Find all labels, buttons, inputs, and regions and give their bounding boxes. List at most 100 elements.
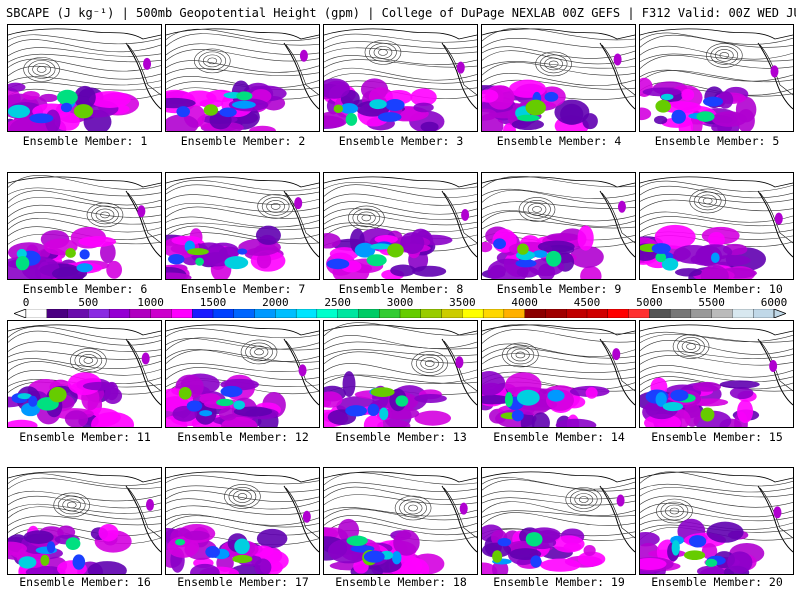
map-plot: [324, 471, 477, 574]
map-plot: [324, 176, 477, 279]
ensemble-member-label: Ensemble Member: 10: [651, 282, 783, 296]
ensemble-member-label: Ensemble Member: 17: [177, 575, 309, 589]
colorbar-swatch: [254, 309, 276, 318]
colorbar-swatch: [649, 309, 671, 318]
colorbar-swatch: [108, 309, 131, 318]
map-plot: [8, 471, 161, 574]
ensemble-member-label: Ensemble Member: 15: [651, 430, 783, 444]
map-plot: [482, 471, 635, 574]
ensemble-member-label: Ensemble Member: 1: [22, 134, 148, 148]
map-plot: [8, 324, 161, 427]
colorbar-tick-label: 4500: [573, 296, 601, 309]
colorbar-tick-label: 5000: [636, 296, 663, 309]
map-plot: [482, 324, 635, 427]
ensemble-member-label: Ensemble Member: 12: [177, 430, 309, 444]
ensemble-member-map: [165, 172, 320, 280]
colorbar-tick-label: 1500: [199, 296, 227, 309]
colorbar-swatch: [566, 309, 588, 318]
colorbar-tick-label: 0: [22, 296, 30, 309]
colorbar-swatch: [628, 309, 650, 318]
ensemble-member-map: [481, 467, 636, 575]
colorbar-swatch: [88, 309, 110, 318]
map-plot: [166, 28, 319, 131]
ensemble-member-map: [639, 467, 794, 575]
ensemble-member-map: [639, 24, 794, 132]
ensemble-member-label: Ensemble Member: 16: [19, 575, 151, 589]
map-plot: [8, 28, 161, 131]
map-plot: [8, 175, 161, 279]
colorbar-swatch: [212, 309, 235, 318]
map-plot: [640, 28, 793, 131]
colorbar-tick-label: 3500: [449, 296, 476, 309]
colorbar-swatch: [233, 309, 256, 318]
ensemble-member-label: Ensemble Member: 4: [496, 134, 622, 148]
colorbar-swatch: [420, 309, 443, 318]
ensemble-member-map: [323, 172, 478, 280]
colorbar-swatch: [171, 309, 193, 318]
page-title: SBCAPE (J kg⁻¹) | 500mb Geopotential Hei…: [6, 6, 796, 20]
map-plot: [482, 176, 635, 279]
colorbar-tick-label: 4000: [511, 296, 538, 309]
colorbar-tick-label: 500: [78, 296, 99, 309]
ensemble-member-map: [7, 467, 162, 575]
colorbar-swatch: [379, 309, 401, 318]
map-plot: [482, 27, 635, 131]
ensemble-member-map: [165, 24, 320, 132]
ensemble-member-label: Ensemble Member: 20: [651, 575, 783, 589]
ensemble-member-label: Ensemble Member: 19: [493, 575, 625, 589]
ensemble-member-map: [323, 24, 478, 132]
colorbar-swatch: [607, 309, 630, 318]
colorbar-tick-label: 2000: [262, 296, 289, 309]
ensemble-member-map: [323, 320, 478, 428]
ensemble-member-label: Ensemble Member: 7: [180, 282, 306, 296]
ensemble-member-label: Ensemble Member: 6: [22, 282, 148, 296]
ensemble-member-map: [165, 320, 320, 428]
map-plot: [324, 322, 477, 427]
colorbar-swatch: [524, 309, 546, 318]
colorbar-swatch: [503, 309, 526, 318]
colorbar-swatch: [25, 309, 48, 318]
colorbar-swatch: [732, 309, 754, 318]
ensemble-member-map: [481, 172, 636, 280]
colorbar-swatch: [316, 309, 339, 318]
ensemble-member-map: [481, 24, 636, 132]
map-plot: [640, 324, 793, 427]
ensemble-member-map: [639, 172, 794, 280]
colorbar-swatch: [753, 309, 775, 318]
ensemble-member-label: Ensemble Member: 8: [338, 282, 464, 296]
colorbar-tick-label: 2500: [324, 296, 351, 309]
ensemble-member-label: Ensemble Member: 5: [654, 134, 780, 148]
map-plot: [640, 471, 793, 574]
colorbar-swatch: [46, 309, 69, 318]
colorbar-swatch: [669, 309, 692, 318]
ensemble-member-map: [165, 467, 320, 575]
map-plot: [640, 176, 793, 279]
colorbar-swatch: [441, 309, 463, 318]
colorbar-swatch: [129, 309, 152, 318]
colorbar-swatch: [462, 309, 484, 318]
colorbar-min-arrow: [14, 309, 27, 318]
colorbar-swatch: [586, 309, 609, 318]
ensemble-member-label: Ensemble Member: 2: [180, 134, 306, 148]
map-plot: [166, 471, 319, 574]
colorbar-max-arrow: [773, 309, 786, 318]
colorbar-swatch: [545, 309, 567, 318]
colorbar-swatch: [67, 309, 89, 318]
ensemble-member-map: [7, 172, 162, 280]
map-plot: [166, 324, 319, 427]
colorbar-swatch: [295, 309, 318, 318]
cape-colorbar: [14, 309, 786, 318]
ensemble-member-map: [7, 24, 162, 132]
map-plot: [324, 28, 477, 131]
colorbar-swatch: [711, 309, 733, 318]
ensemble-member-map: [323, 467, 478, 575]
colorbar-swatch: [150, 309, 172, 318]
colorbar-swatch: [192, 309, 214, 318]
colorbar-tick-label: 1000: [137, 296, 164, 309]
colorbar-swatch: [690, 309, 713, 318]
ensemble-member-label: Ensemble Member: 9: [496, 282, 622, 296]
colorbar-swatch: [399, 309, 422, 318]
colorbar-swatch: [275, 309, 297, 318]
ensemble-member-map: [7, 320, 162, 428]
colorbar-swatch: [358, 309, 380, 318]
